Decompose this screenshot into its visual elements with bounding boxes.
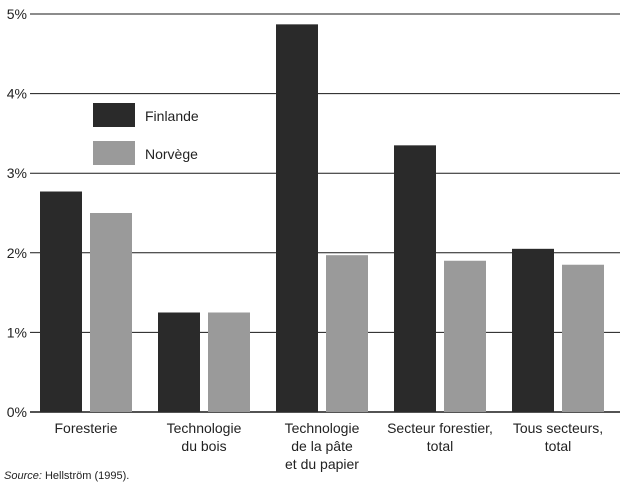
legend-swatch — [93, 103, 135, 127]
bar-norvge — [326, 255, 368, 412]
y-tick-label: 0% — [7, 404, 27, 420]
y-tick-label: 2% — [7, 245, 27, 261]
x-category-label-line: Technologie — [285, 420, 360, 436]
bar-norvge — [562, 264, 604, 412]
bar-finlande — [394, 145, 436, 412]
y-tick-label: 4% — [7, 86, 27, 102]
x-category-label-line: et du papier — [285, 456, 359, 472]
source-note: Source: Hellström (1995). — [4, 470, 129, 482]
bar-norvge — [208, 312, 250, 412]
bars — [40, 24, 604, 413]
y-tick-label: 3% — [7, 165, 27, 181]
x-category-label: Secteur forestier, total — [387, 420, 493, 454]
x-category-label-line: Foresterie — [54, 420, 117, 436]
bar-norvge — [444, 260, 486, 412]
bar-finlande — [512, 248, 554, 412]
y-tick-label: 5% — [7, 6, 27, 22]
legend-label: Finlande — [145, 108, 199, 124]
x-category-label: Foresterie — [54, 420, 117, 436]
x-category-label: Tous secteurs, total — [513, 420, 603, 454]
x-category-label-line: du bois — [181, 438, 226, 454]
legend-swatch — [93, 141, 135, 165]
source-text: Hellström (1995). — [41, 470, 130, 482]
bar-finlande — [158, 312, 200, 412]
source-label: Source: — [4, 470, 42, 482]
bar-finlande — [276, 24, 318, 413]
x-category-label-line: Technologie — [167, 420, 242, 436]
bar-norvge — [90, 213, 132, 412]
y-axis-ticks: 0% 1% 2% 3% 4% 5% — [7, 6, 27, 420]
x-category-label-line: de la pâte — [291, 438, 353, 454]
x-category-label-line: total — [545, 438, 571, 454]
x-category-label-line: total — [427, 438, 453, 454]
bar-finlande — [40, 191, 82, 412]
x-axis-labels: Foresterie Technologie du bois Technologie d… — [54, 420, 603, 472]
x-category-label: Technologie de la pâte et du papier — [285, 420, 360, 472]
x-category-label-line: Tous secteurs, — [513, 420, 603, 436]
legend: Finlande Norvège — [93, 103, 199, 165]
legend-label: Norvège — [145, 146, 198, 162]
y-tick-label: 1% — [7, 324, 27, 340]
x-category-label-line: Secteur forestier, — [387, 420, 493, 436]
x-category-label: Technologie du bois — [167, 420, 242, 454]
